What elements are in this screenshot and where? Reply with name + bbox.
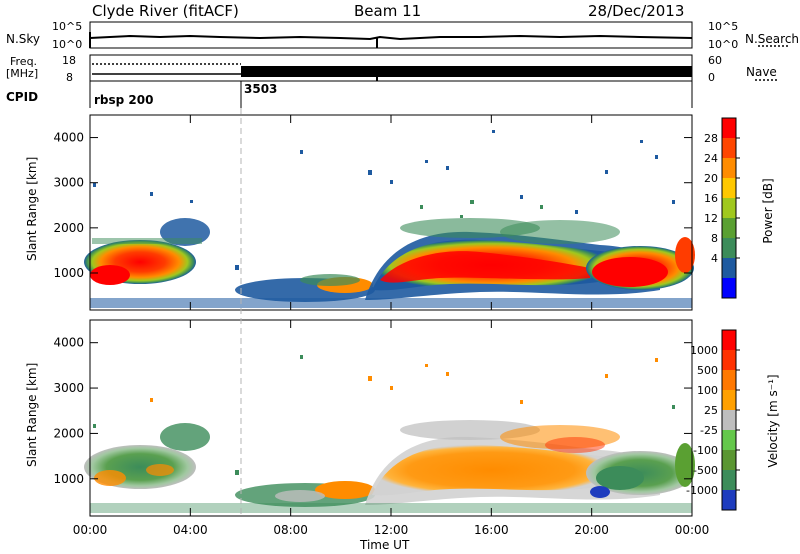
cpid-label: CPID	[6, 90, 39, 104]
station-title: Clyde River (fitACF)	[92, 2, 239, 20]
power-colorbar-label: Power [dB]	[761, 178, 775, 244]
nsky-right-tick-top: 10^5	[708, 20, 739, 33]
nsky-left-tick-bottom: 10^0	[52, 38, 83, 51]
colorbar-segment	[722, 238, 736, 258]
cpid-program-1: rbsp 200	[94, 93, 154, 107]
freq-right-tick-top: 60	[708, 54, 722, 67]
colorbar-frame	[721, 117, 737, 299]
colorbar-tick-label: -500	[693, 464, 718, 477]
colorbar-tick-label: 12	[704, 212, 718, 225]
colorbar-tick-label: -100	[693, 444, 718, 457]
colorbar-segment	[722, 218, 736, 238]
cpid-program-2: 3503	[244, 82, 278, 96]
x-ticks: 00:00 04:00 08:00 12:00 16:00 20:00 00:00	[73, 115, 710, 537]
colorbar-segment	[722, 278, 736, 298]
colorbar-segment	[722, 390, 736, 410]
power-panel	[84, 114, 695, 311]
nsky-right-tick-bottom: 10^0	[708, 38, 739, 51]
colorbar-segment	[722, 330, 736, 350]
colorbar-tick-label: 500	[697, 364, 718, 377]
freq-left-tick-bottom: 8	[66, 71, 73, 84]
power-colorbar: 28 24 20 16 12 8 4	[704, 117, 740, 299]
nsky-left-tick-top: 10^5	[52, 20, 83, 33]
freq-right-tick-bottom: 0	[708, 71, 715, 84]
velocity-ylabel: Slant Range [km]	[25, 362, 39, 467]
colorbar-tick-label: 100	[697, 384, 718, 397]
freq-panel	[89, 54, 693, 82]
colorbar-segment	[722, 198, 736, 218]
x-tick-label: 00:00	[675, 523, 710, 537]
colorbar-segment	[722, 158, 736, 178]
colorbar-tick-label: 16	[704, 192, 718, 205]
colorbar-tick-label: 20	[704, 172, 718, 185]
y-tick-label: 2000	[53, 426, 84, 440]
beam-title: Beam 11	[354, 2, 422, 20]
colorbar-segment	[722, 410, 736, 430]
velocity-colorbar-label: Velocity [m s⁻¹]	[766, 374, 780, 468]
nave-label: Nave	[746, 65, 777, 79]
y-tick-label: 2000	[53, 221, 84, 235]
colorbar-tick-label: 8	[711, 232, 718, 245]
colorbar-segment	[722, 490, 736, 510]
y-tick-label: 1000	[53, 266, 84, 280]
x-axis-label: Time UT	[360, 538, 410, 552]
velocity-panel	[84, 319, 695, 517]
colorbar-frame	[721, 329, 737, 511]
power-ylabel: Slant Range [km]	[25, 156, 39, 261]
nsearch-label: N.Search	[745, 32, 800, 46]
x-tick-label: 04:00	[173, 523, 208, 537]
nsky-panel	[89, 21, 693, 49]
freq-left-tick-top: 18	[62, 54, 76, 67]
velocity-yticks: 1000 2000 3000 4000	[53, 336, 692, 486]
colorbar-tick-label: 25	[704, 404, 718, 417]
colorbar-segment	[722, 258, 736, 278]
y-tick-label: 4000	[53, 336, 84, 350]
colorbar-tick-label: 24	[704, 152, 718, 165]
x-tick-label: 12:00	[374, 523, 409, 537]
x-tick-label: 00:00	[73, 523, 108, 537]
colorbar-tick-label: 4	[711, 252, 718, 265]
power-yticks: 1000 2000 3000 4000	[53, 131, 692, 280]
colorbar-segment	[722, 370, 736, 390]
colorbar-tick-label: -25	[700, 424, 718, 437]
x-tick-label: 20:00	[574, 523, 609, 537]
y-tick-label: 3000	[53, 176, 84, 190]
x-tick-label: 16:00	[474, 523, 509, 537]
freq-label: Freq.	[10, 55, 38, 68]
y-tick-label: 4000	[53, 131, 84, 145]
colorbar-segment	[722, 470, 736, 490]
freq-unit-label: [MHz]	[6, 67, 39, 80]
x-tick-label: 08:00	[273, 523, 308, 537]
colorbar-segment	[722, 118, 736, 138]
colorbar-segment	[722, 430, 736, 450]
colorbar-tick-label: -1000	[686, 484, 718, 497]
colorbar-tick-label: 1000	[690, 344, 718, 357]
cpid-panel	[89, 81, 693, 108]
date-title: 28/Dec/2013	[588, 2, 685, 20]
colorbar-tick-label: 28	[704, 132, 718, 145]
y-tick-label: 1000	[53, 472, 84, 486]
colorbar-segment	[722, 350, 736, 370]
colorbar-segment	[722, 450, 736, 470]
colorbar-segment	[722, 178, 736, 198]
colorbar-segment	[722, 138, 736, 158]
velocity-colorbar: 1000 500 100 25 -25 -100 -500 -1000	[686, 329, 740, 511]
nsky-label: N.Sky	[6, 32, 41, 46]
y-tick-label: 3000	[53, 381, 84, 395]
